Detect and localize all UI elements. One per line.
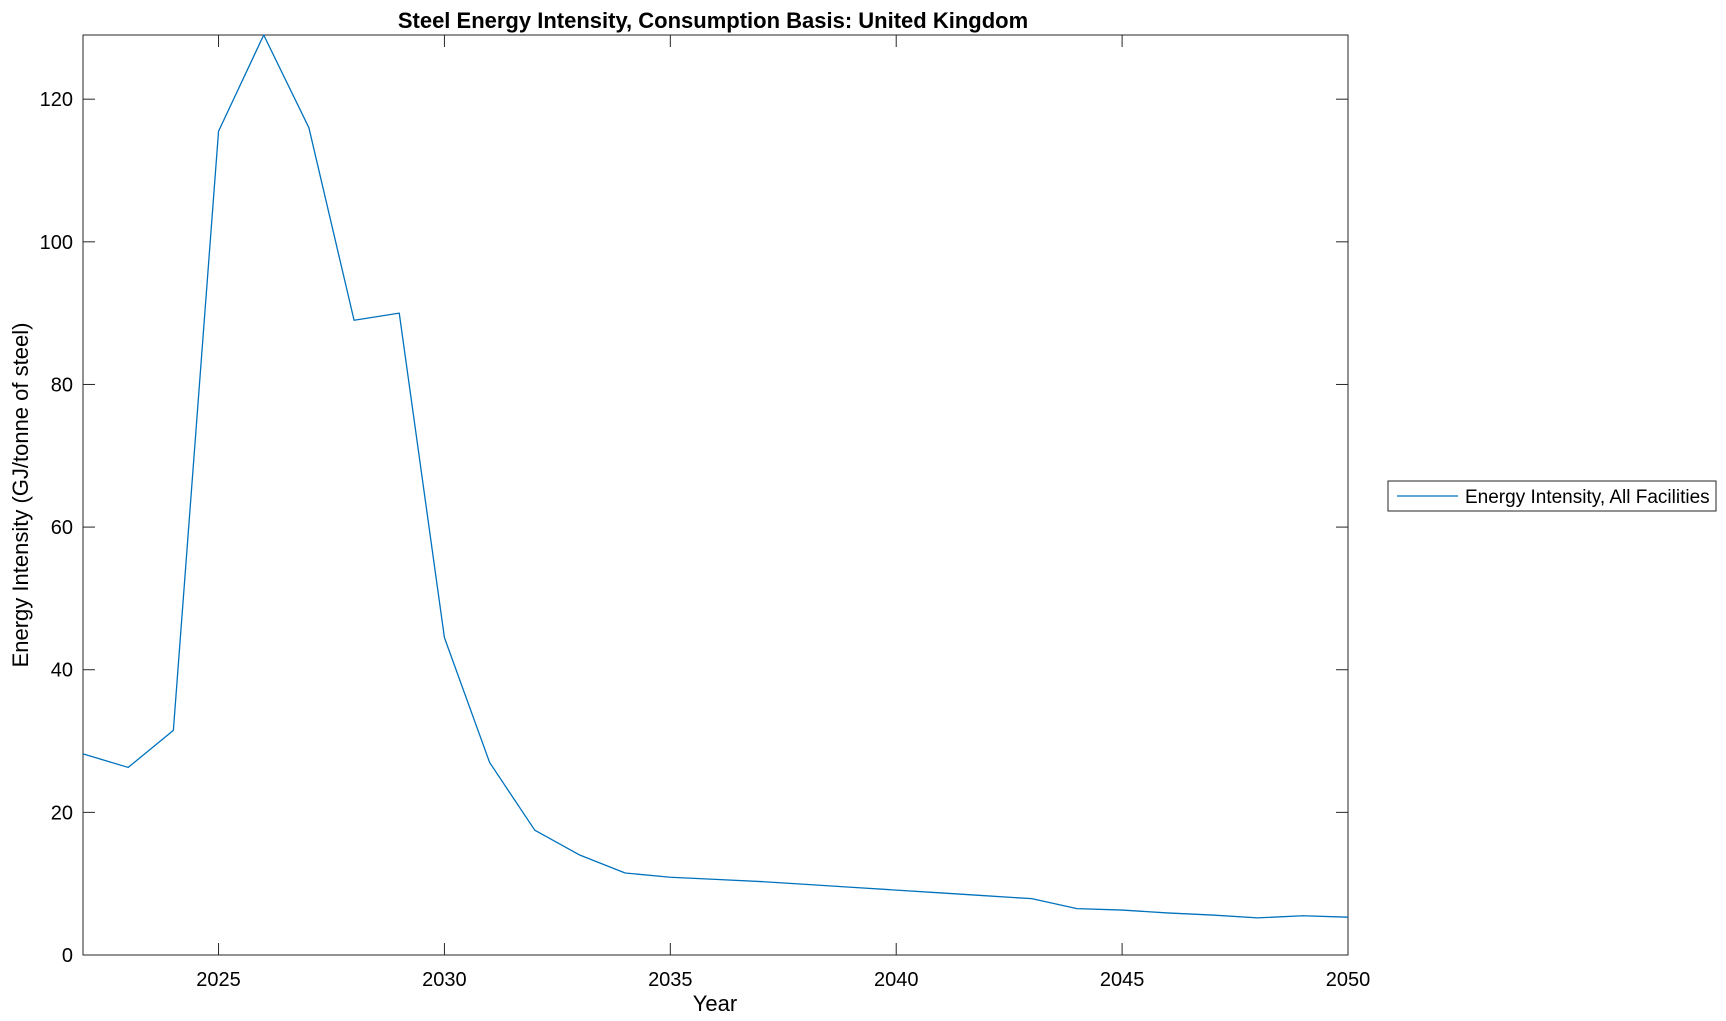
x-tick-label: 2045: [1100, 969, 1145, 991]
y-axis-label: Energy Intensity (GJ/tonne of steel): [8, 323, 33, 668]
legend: Energy Intensity, All Facilities: [1387, 480, 1717, 512]
x-tick-label: 2035: [648, 969, 693, 991]
x-tick-label: 2030: [422, 969, 467, 991]
x-tick-label: 2025: [196, 969, 241, 991]
y-tick-label: 60: [51, 517, 73, 539]
series-line-energy-intensity: [82, 34, 1349, 919]
x-tick-label: 2050: [1326, 969, 1371, 991]
y-tick-label: 20: [51, 802, 73, 824]
legend-label: Energy Intensity, All Facilities: [1465, 487, 1710, 508]
y-tick-label: 100: [40, 232, 73, 254]
x-axis-label: Year: [693, 991, 737, 1016]
y-tick-label: 80: [51, 374, 73, 396]
plot-area: [82, 34, 1349, 956]
y-tick-label: 0: [62, 945, 73, 967]
x-tick-label: 2040: [874, 969, 919, 991]
chart-title: Steel Energy Intensity, Consumption Basi…: [398, 8, 1028, 33]
y-tick-label: 40: [51, 660, 73, 682]
y-tick-label: 120: [40, 89, 73, 111]
